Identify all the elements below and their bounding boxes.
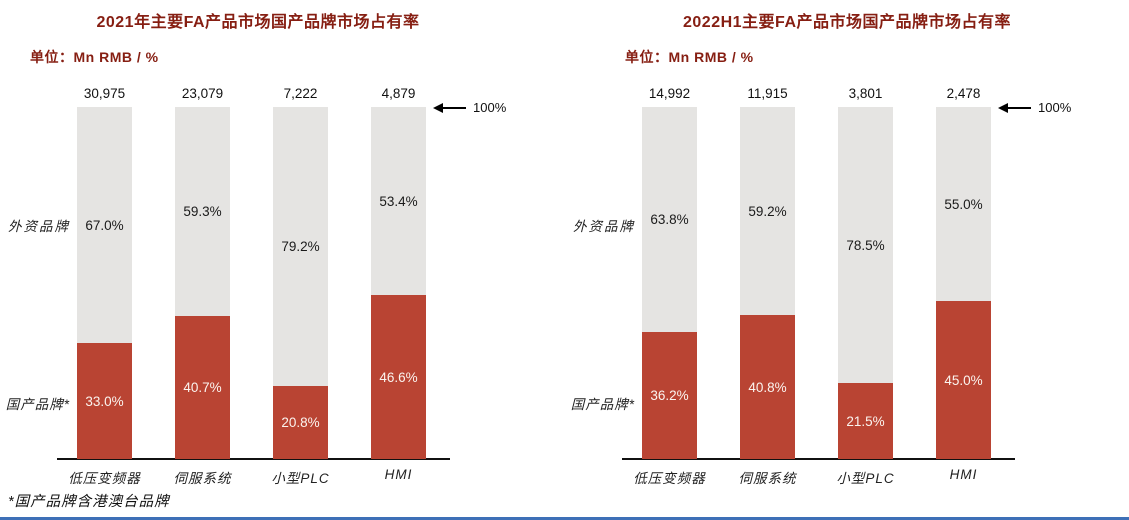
segment-domestic: 21.5% — [838, 383, 893, 459]
total-value-label: 2,478 — [946, 86, 981, 101]
domestic-share-label: 21.5% — [846, 413, 885, 429]
axis-100-label: 100% — [473, 100, 507, 115]
foreign-share-label: 59.3% — [183, 204, 222, 219]
series-label-foreign: 外资品牌 — [8, 219, 70, 234]
bar-伺服系统: 59.2% 40.8% — [740, 107, 795, 459]
chart-2022h1: 2022H1主要FA产品市场国产品牌市场占有率 单位：Mn RMB / % 10… — [565, 0, 1129, 500]
chart-title-2022h1: 2022H1主要FA产品市场国产品牌市场占有率 — [683, 14, 1011, 31]
domestic-share-label: 40.8% — [748, 379, 787, 395]
category-label: 小型PLC — [271, 471, 330, 486]
segment-foreign: 79.2% — [273, 107, 328, 386]
segment-foreign: 59.2% — [740, 107, 795, 315]
x-axis-line — [622, 458, 1015, 460]
bar-HMI: 53.4% 46.6% — [371, 107, 426, 459]
segment-domestic: 36.2% — [642, 332, 697, 459]
total-value-label: 3,801 — [848, 86, 883, 101]
domestic-share-label: 20.8% — [281, 415, 320, 430]
segment-foreign: 53.4% — [371, 107, 426, 295]
segment-foreign: 67.0% — [77, 107, 132, 343]
total-value-label: 14,992 — [648, 86, 691, 101]
axis-100-label: 100% — [1038, 100, 1072, 115]
segment-foreign: 78.5% — [838, 107, 893, 383]
category-label: HMI — [384, 467, 413, 482]
bar-低压变频器: 63.8% 36.2% — [642, 107, 697, 459]
segment-domestic: 45.0% — [936, 301, 991, 459]
plot-area-2022h1: 100% 外资品牌 国产品牌* 63.8% 36.2% 14,992 低压变频器 59.… — [565, 86, 1129, 486]
segment-domestic: 33.0% — [77, 343, 132, 459]
bar-HMI: 55.0% 45.0% — [936, 107, 991, 459]
segment-foreign: 63.8% — [642, 107, 697, 332]
segment-foreign: 59.3% — [175, 107, 230, 316]
total-value-label: 7,222 — [283, 86, 318, 101]
axis-100-marker: 100% — [433, 100, 506, 115]
domestic-share-label: 40.7% — [183, 380, 222, 395]
axis-100-marker: 100% — [998, 100, 1071, 115]
total-value-label: 30,975 — [83, 86, 126, 101]
category-label: 低压变频器 — [633, 471, 706, 486]
category-label: HMI — [949, 467, 978, 482]
total-value-label: 11,915 — [747, 86, 788, 101]
foreign-share-label: 63.8% — [650, 212, 689, 227]
category-label: 伺服系统 — [738, 471, 797, 486]
segment-domestic: 40.7% — [175, 316, 230, 459]
plot-area-2021: 100% 外资品牌 国产品牌* 67.0% 33.0% 30,975 低压变频器 59.… — [0, 86, 564, 486]
category-label: 伺服系统 — [173, 471, 232, 486]
category-label: 小型PLC — [836, 471, 895, 486]
domestic-share-label: 45.0% — [944, 372, 983, 388]
bar-伺服系统: 59.3% 40.7% — [175, 107, 230, 459]
foreign-share-label: 67.0% — [85, 217, 124, 233]
chart-title-2021: 2021年主要FA产品市场国产品牌市场占有率 — [96, 14, 420, 31]
bar-低压变频器: 67.0% 33.0% — [77, 107, 132, 459]
foreign-share-label: 79.2% — [281, 239, 320, 254]
series-label-domestic: 国产品牌* — [570, 397, 635, 412]
series-label-foreign: 外资品牌 — [573, 219, 635, 234]
foreign-share-label: 78.5% — [846, 237, 885, 253]
segment-foreign: 55.0% — [936, 107, 991, 301]
domestic-share-label: 36.2% — [650, 388, 689, 403]
footnote: *国产品牌含港澳台品牌 — [8, 494, 170, 510]
total-value-label: 23,079 — [181, 86, 224, 101]
total-value-label: 4,879 — [381, 86, 416, 101]
foreign-share-label: 53.4% — [379, 193, 418, 209]
segment-domestic: 46.6% — [371, 295, 426, 459]
chart-2021: 2021年主要FA产品市场国产品牌市场占有率 单位：Mn RMB / % 100… — [0, 0, 564, 500]
series-label-domestic: 国产品牌* — [5, 397, 70, 412]
foreign-share-label: 55.0% — [944, 196, 983, 212]
segment-domestic: 20.8% — [273, 386, 328, 459]
segment-domestic: 40.8% — [740, 315, 795, 459]
foreign-share-label: 59.2% — [748, 203, 787, 219]
x-axis-line — [57, 458, 450, 460]
left-arrow-icon — [998, 102, 1031, 113]
bottom-divider — [0, 517, 1129, 520]
domestic-share-label: 46.6% — [379, 369, 418, 385]
bar-小型PLC: 79.2% 20.8% — [273, 107, 328, 459]
left-arrow-icon — [433, 102, 466, 113]
unit-label: 单位：Mn RMB / % — [625, 49, 754, 65]
domestic-share-label: 33.0% — [85, 393, 124, 409]
bar-小型PLC: 78.5% 21.5% — [838, 107, 893, 459]
category-label: 低压变频器 — [68, 471, 141, 486]
unit-label: 单位：Mn RMB / % — [30, 49, 159, 65]
